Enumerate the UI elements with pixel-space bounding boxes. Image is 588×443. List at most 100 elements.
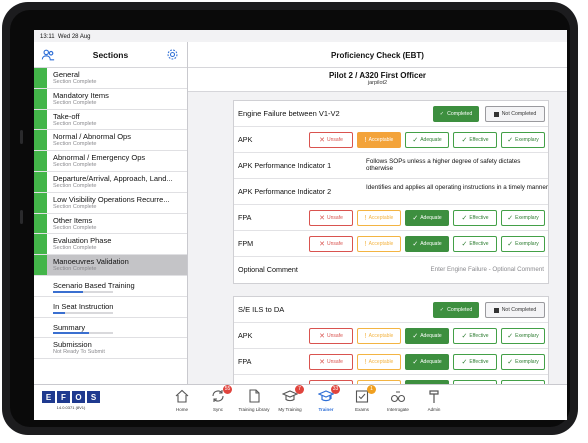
library-icon: [246, 388, 262, 404]
section-gap: [233, 284, 549, 296]
grade-label: Unsafe: [327, 137, 343, 143]
exclamation-icon: !: [364, 332, 367, 340]
grade-adequate-button[interactable]: ✓Adequate: [405, 236, 449, 252]
check-icon: ✓: [412, 240, 419, 248]
x-icon: ✕: [319, 136, 326, 144]
grade-buttons: ✕Unsafe!Acceptable✓Adequate✓Effective✓Ex…: [309, 132, 545, 148]
grade-unsafe-button[interactable]: ✕Unsafe: [309, 132, 353, 148]
grade-adequate-button[interactable]: ✓Adequate: [405, 210, 449, 226]
grade-label: Exemplary: [515, 333, 539, 339]
sidebar-item-status: Section Complete: [53, 182, 97, 189]
row-label: FPA: [238, 357, 252, 366]
progress-bar: [53, 311, 113, 314]
section-complete-bar: [34, 213, 47, 234]
section-header-row: S/E ILS to DA ✓ Completed Not Completed: [234, 297, 548, 323]
grade-exemplary-button[interactable]: ✓Exemplary: [501, 132, 545, 148]
grade-exemplary-button[interactable]: ✓Exemplary: [501, 236, 545, 252]
grade-unsafe-button[interactable]: ✕Unsafe: [309, 354, 353, 370]
tab-training-library[interactable]: Training Library: [234, 388, 274, 412]
section-complete-bar: [34, 192, 47, 213]
section-complete-bar: [34, 171, 47, 192]
check-icon: ✓: [507, 214, 514, 222]
grade-adequate-button[interactable]: ✓Adequate: [405, 132, 449, 148]
progress-fill: [53, 311, 65, 314]
grade-effective-button[interactable]: ✓Effective: [453, 328, 497, 344]
sidebar-header: Sections: [34, 42, 187, 68]
tab-sync[interactable]: 55 Sync: [198, 385, 238, 412]
logo-letter: E: [42, 391, 55, 403]
check-icon: ✓: [461, 240, 468, 248]
grade-acceptable-button[interactable]: !Acceptable: [357, 328, 401, 344]
sidebar-item[interactable]: In Seat Instruction: [34, 297, 187, 318]
check-icon: ✓: [412, 332, 419, 340]
grade-unsafe-button[interactable]: ✕Unsafe: [309, 236, 353, 252]
grade-unsafe-button[interactable]: ✕Unsafe: [309, 210, 353, 226]
sidebar-item[interactable]: General Section Complete: [34, 68, 187, 89]
tab-admin[interactable]: Admin: [414, 388, 454, 412]
grade-exemplary-button[interactable]: ✓Exemplary: [501, 210, 545, 226]
assessment-row[interactable]: Optional Comment Enter Engine Failure - O…: [234, 257, 548, 283]
grade-label: Unsafe: [327, 241, 343, 247]
sidebar-item-label: Submission: [53, 340, 92, 350]
sidebar-item-label: In Seat Instruction: [53, 301, 114, 311]
sidebar-item[interactable]: Abnormal / Emergency Ops Section Complete: [34, 151, 187, 172]
grade-adequate-button[interactable]: ✓Adequate: [405, 354, 449, 370]
sidebar-item[interactable]: Take-off Section Complete: [34, 109, 187, 131]
not-completed-button[interactable]: Not Completed: [485, 302, 545, 318]
sidebar-item-status: Section Complete: [53, 120, 97, 127]
section-complete-bar: [34, 68, 47, 88]
grade-adequate-button[interactable]: ✓Adequate: [405, 328, 449, 344]
gear-icon[interactable]: [166, 48, 179, 61]
grade-acceptable-button[interactable]: !Acceptable: [357, 132, 401, 148]
grade-acceptable-button[interactable]: !Acceptable: [357, 210, 401, 226]
grade-acceptable-button[interactable]: !Acceptable: [357, 236, 401, 252]
sidebar-item[interactable]: Departure/Arrival, Approach, Land... Sect…: [34, 171, 187, 193]
sidebar-item[interactable]: Low Visibility Operations Recurre... Sect…: [34, 192, 187, 214]
graduation-cap-icon: 7: [281, 385, 304, 404]
tab-interrogate[interactable]: Interrogate: [378, 388, 418, 412]
people-icon[interactable]: [41, 48, 55, 62]
completed-button[interactable]: ✓ Completed: [433, 106, 479, 122]
sidebar-item[interactable]: Manoeuvres Validation Section Complete: [34, 255, 187, 276]
main-panel: Proficiency Check (EBT) Pilot 2 / A320 F…: [188, 42, 567, 402]
tab-home[interactable]: Home: [162, 388, 202, 412]
tab-my-training[interactable]: 7 My Training: [270, 385, 310, 412]
tab-exams[interactable]: 1 Exams: [342, 385, 382, 412]
grade-exemplary-button[interactable]: ✓Exemplary: [501, 328, 545, 344]
x-icon: ✕: [319, 358, 326, 366]
sidebar-item-label: Departure/Arrival, Approach, Land...: [53, 173, 173, 183]
check-icon: ✓: [439, 307, 445, 313]
grade-effective-button[interactable]: ✓Effective: [453, 210, 497, 226]
sidebar-item-label: Abnormal / Emergency Ops: [53, 153, 146, 163]
completed-button[interactable]: ✓ Completed: [433, 302, 479, 318]
grade-effective-button[interactable]: ✓Effective: [453, 354, 497, 370]
sidebar-item[interactable]: Normal / Abnormal Ops Section Complete: [34, 130, 187, 152]
grade-unsafe-button[interactable]: ✕Unsafe: [309, 328, 353, 344]
x-icon: ✕: [319, 240, 326, 248]
not-completed-button[interactable]: Not Completed: [485, 106, 545, 122]
logo-letter: O: [72, 391, 85, 403]
grade-effective-button[interactable]: ✓Effective: [453, 132, 497, 148]
sidebar-item[interactable]: Summary: [34, 318, 187, 339]
row-label: FPM: [238, 239, 254, 248]
sidebar-item[interactable]: Scenario Based Training: [34, 276, 187, 297]
tab-trainer[interactable]: 33 Trainer: [306, 385, 346, 412]
check-icon: ✓: [412, 358, 419, 366]
sidebar-item-submission[interactable]: Submission Not Ready To Submit: [34, 338, 187, 360]
sidebar-item[interactable]: Other Items Section Complete: [34, 213, 187, 235]
sidebar-item-status: Section Complete: [53, 266, 97, 273]
sidebar-item[interactable]: Evaluation Phase Section Complete: [34, 234, 187, 256]
progress-bar: [53, 290, 113, 293]
sidebar-item-status: Section Complete: [53, 245, 97, 252]
sidebar-item[interactable]: Mandatory Items Section Complete: [34, 88, 187, 110]
grade-acceptable-button[interactable]: !Acceptable: [357, 354, 401, 370]
tab-label: Sync: [212, 407, 223, 412]
status-buttons: ✓ Completed Not Completed: [433, 106, 545, 122]
sidebar-item-status: Section Complete: [53, 141, 97, 148]
optional-comment-input[interactable]: Enter Engine Failure - Optional Comment: [430, 266, 545, 273]
grade-effective-button[interactable]: ✓Effective: [453, 236, 497, 252]
sidebar-item-label: Other Items: [53, 215, 93, 225]
grade-exemplary-button[interactable]: ✓Exemplary: [501, 354, 545, 370]
notification-badge: 7: [295, 385, 304, 394]
